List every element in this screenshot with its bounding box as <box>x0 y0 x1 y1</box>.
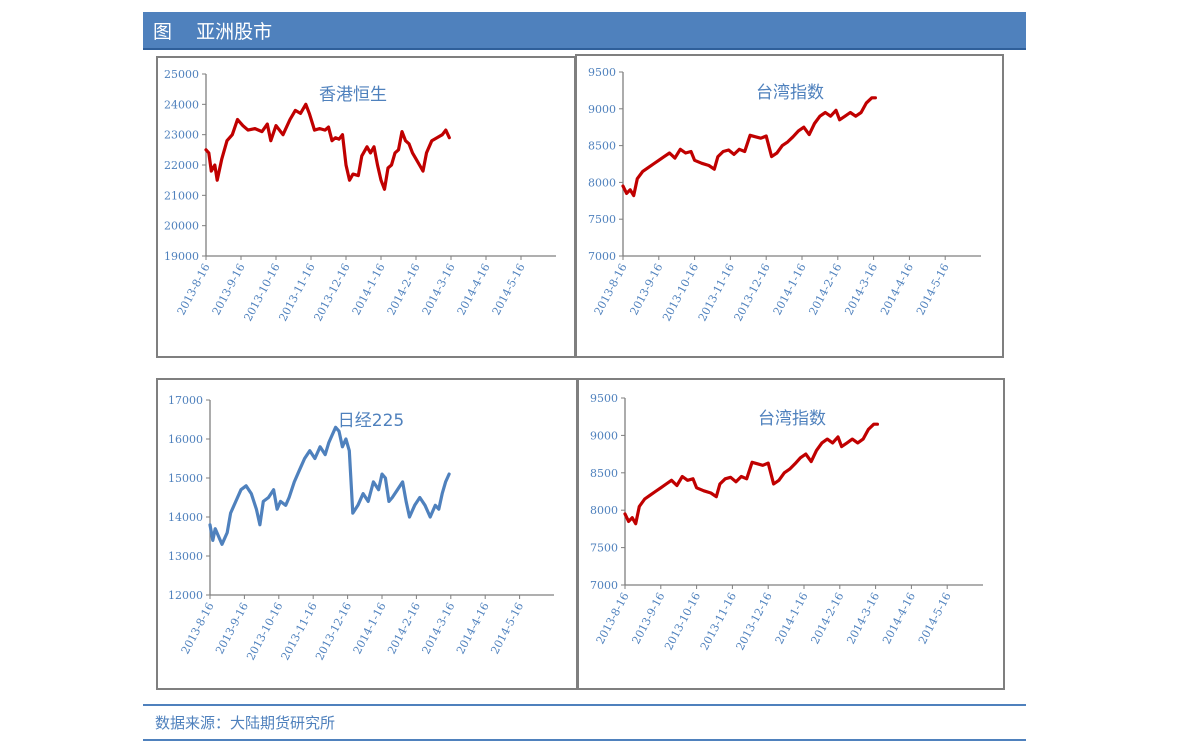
data-source: 数据来源：大陆期货研究所 <box>155 714 336 732</box>
footer-divider-top <box>143 704 1026 706</box>
y-tick-label: 13000 <box>168 550 203 563</box>
chart-panel-hsi: 25000 24000 23000 22000 21000 20000 19000 2013-… <box>156 56 576 358</box>
y-tick-label: 17000 <box>168 394 203 407</box>
x-tick-label: 2013-9-16 <box>629 590 667 646</box>
x-tick-label: 2014-5-16 <box>490 261 528 317</box>
x-tick-label: 2014-5-16 <box>916 590 954 646</box>
x-tick-label: 2013-11-16 <box>276 261 317 323</box>
y-tick-label: 9000 <box>588 103 616 116</box>
page-title: 图 亚洲股市 <box>153 21 273 43</box>
y-tick-label: 20000 <box>164 220 199 233</box>
x-tick-label: 2014-1-16 <box>773 590 811 646</box>
footer-divider-bottom <box>143 739 1026 741</box>
x-tick-label: 2014-4-16 <box>454 600 492 656</box>
y-tick-label: 7500 <box>590 542 618 555</box>
chart-panel-taiex-top: 9500 9000 8500 8000 7500 7000 2013-8-16 2013-9-… <box>575 54 1004 358</box>
chart-title: 香港恒生 <box>319 85 387 105</box>
series-line <box>623 422 879 526</box>
x-tick-label: 2013-12-16 <box>734 590 775 652</box>
chart-panel-nikkei: 17000 16000 15000 14000 13000 12000 2013-8-16 2… <box>156 378 578 690</box>
chart-hsi: 250002400023000220002100020000190002013-… <box>164 68 556 323</box>
x-tick-label: 2013-9-16 <box>627 261 665 317</box>
y-tick-label: 8000 <box>588 176 616 189</box>
x-tick-label: 2013-12-16 <box>311 261 352 323</box>
y-tick-label: 24000 <box>164 98 199 111</box>
y-tick-label: 9500 <box>590 392 618 405</box>
y-tick-label: 7000 <box>590 579 618 592</box>
series-line <box>204 102 451 191</box>
y-tick-label: 25000 <box>164 68 199 81</box>
x-tick-label: 2013-10-16 <box>241 261 282 323</box>
x-tick-label: 2014-5-16 <box>488 600 526 656</box>
x-tick-label: 2013-10-16 <box>662 590 703 652</box>
y-tick-label: 7500 <box>588 213 616 226</box>
chart-title: 台湾指数 <box>758 409 826 429</box>
x-tick-label: 2013-8-16 <box>594 590 632 646</box>
x-tick-label: 2013-10-16 <box>660 261 701 323</box>
x-tick-label: 2014-2-16 <box>385 600 423 656</box>
x-tick-label: 2013-11-16 <box>696 261 737 323</box>
chart-taiex-top: 9500 9000 8500 8000 7500 70002013-8-162013-9-… <box>588 66 981 323</box>
x-tick-label: 2014-2-16 <box>385 261 423 317</box>
y-tick-label: 16000 <box>168 433 203 446</box>
x-tick-label: 2014-1-16 <box>350 261 388 317</box>
x-tick-label: 2014-2-16 <box>808 590 846 646</box>
x-tick-label: 2013-8-16 <box>175 261 213 317</box>
y-tick-label: 14000 <box>168 511 203 524</box>
y-tick-label: 7000 <box>588 250 616 263</box>
x-tick-label: 2014-3-16 <box>842 261 880 317</box>
x-tick-label: 2014-2-16 <box>806 261 844 317</box>
y-tick-label: 12000 <box>168 589 203 602</box>
y-tick-label: 8500 <box>590 467 618 480</box>
x-tick-label: 2014-1-16 <box>771 261 809 317</box>
y-tick-label: 23000 <box>164 129 199 142</box>
x-tick-label: 2014-4-16 <box>878 261 916 317</box>
y-tick-label: 8500 <box>588 140 616 153</box>
x-tick-label: 2014-1-16 <box>351 600 389 656</box>
x-tick-label: 2013-9-16 <box>210 261 248 317</box>
chart-panel-taiex-bottom: 9500 9000 8500 8000 7500 7000 2013-8-16 2013-9-… <box>577 378 1005 690</box>
x-tick-label: 2013-8-16 <box>179 600 217 656</box>
x-tick-label: 2014-4-16 <box>455 261 493 317</box>
header-bar: 图 亚洲股市 <box>143 12 1026 48</box>
chart-title: 日经225 <box>338 411 404 431</box>
x-tick-label: 2014-5-16 <box>914 261 952 317</box>
x-tick-label: 2013-12-16 <box>732 261 773 323</box>
x-tick-label: 2013-8-16 <box>592 261 630 317</box>
y-tick-label: 21000 <box>164 189 199 202</box>
series-line <box>621 96 877 198</box>
header-divider <box>143 48 1026 50</box>
x-tick-label: 2013-9-16 <box>213 600 251 656</box>
x-tick-label: 2014-3-16 <box>420 261 458 317</box>
chart-taiex-bottom: 9500 9000 8500 8000 7500 70002013-8-162013-9-… <box>590 392 983 652</box>
y-tick-label: 8000 <box>590 504 618 517</box>
x-tick-label: 2013-12-16 <box>313 600 354 662</box>
x-tick-label: 2014-3-16 <box>419 600 457 656</box>
x-tick-label: 2014-3-16 <box>844 590 882 646</box>
y-tick-label: 15000 <box>168 472 203 485</box>
series-line <box>208 425 451 546</box>
y-tick-label: 19000 <box>164 250 199 263</box>
y-tick-label: 9500 <box>588 66 616 79</box>
x-tick-label: 2014-4-16 <box>880 590 918 646</box>
y-tick-label: 22000 <box>164 159 199 172</box>
y-tick-label: 9000 <box>590 429 618 442</box>
x-tick-label: 2013-11-16 <box>698 590 739 652</box>
chart-nikkei: 1700016000150001400013000120002013-8-162… <box>168 394 554 662</box>
chart-title: 台湾指数 <box>756 83 824 103</box>
